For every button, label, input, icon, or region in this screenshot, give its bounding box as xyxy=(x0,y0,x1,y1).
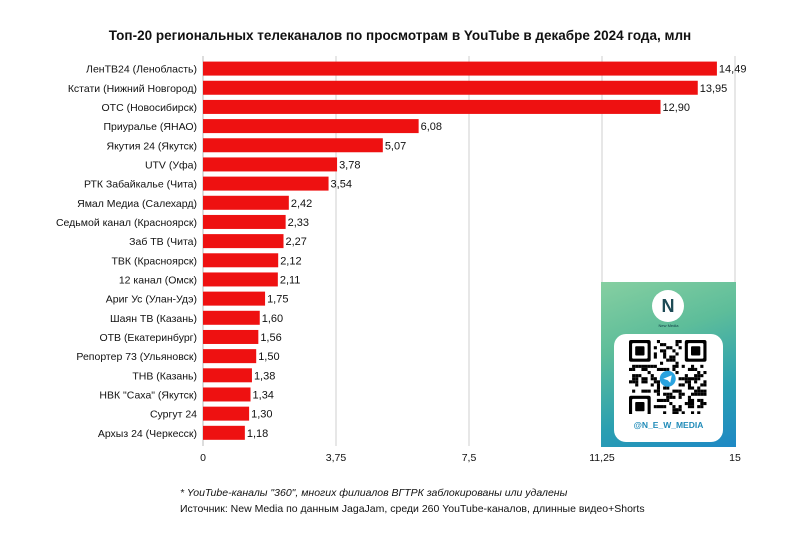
value-label: 1,60 xyxy=(262,313,283,325)
bar xyxy=(203,406,250,421)
x-tick-label: 7,5 xyxy=(462,452,477,464)
bar xyxy=(203,368,252,383)
category-label: ТНВ (Казань) xyxy=(132,370,197,382)
logo-caption: New Media xyxy=(658,323,679,328)
bar xyxy=(203,61,717,76)
value-label: 1,30 xyxy=(251,409,272,421)
x-tick-label: 3,75 xyxy=(326,452,347,464)
category-label: ТВК (Красноярск) xyxy=(112,255,198,267)
x-tick-label: 11,25 xyxy=(589,452,615,464)
bar xyxy=(203,119,419,134)
value-label: 1,75 xyxy=(267,294,288,306)
value-label: 5,07 xyxy=(385,140,406,152)
category-label: Приуралье (ЯНАО) xyxy=(103,121,197,133)
source-note: Источник: New Media по данным JagaJam, с… xyxy=(180,503,645,515)
x-tick-label: 15 xyxy=(729,452,741,464)
value-label: 2,33 xyxy=(288,217,309,229)
bar xyxy=(203,425,245,440)
category-label: Ямал Медиа (Салехард) xyxy=(77,198,197,210)
category-label: Седьмой канал (Красноярск) xyxy=(56,217,197,229)
value-label: 2,27 xyxy=(286,236,307,248)
value-label: 3,54 xyxy=(331,179,352,191)
value-label: 2,42 xyxy=(291,198,312,210)
category-label: UTV (Уфа) xyxy=(145,159,197,171)
qr-code-panel[interactable]: @N_E_W_MEDIA xyxy=(614,334,723,442)
new-media-logo-icon: N xyxy=(652,290,684,322)
value-label: 12,90 xyxy=(663,102,691,114)
x-tick-label: 0 xyxy=(200,452,206,464)
value-label: 6,08 xyxy=(421,121,442,133)
bar xyxy=(203,310,260,325)
qr-promo-card[interactable]: N New Media @N_E_W_MEDIA xyxy=(601,282,736,447)
value-label: 1,34 xyxy=(253,389,274,401)
value-label: 1,38 xyxy=(254,370,275,382)
value-label: 1,56 xyxy=(260,332,281,344)
qr-code-icon xyxy=(629,340,707,418)
category-label: Якутия 24 (Якутск) xyxy=(107,140,198,152)
value-label: 2,12 xyxy=(280,255,301,267)
bar xyxy=(203,329,259,344)
category-label: ЛенТВ24 (Ленобласть) xyxy=(86,64,197,76)
category-label: Шаян ТВ (Казань) xyxy=(110,313,197,325)
category-label: 12 канал (Омск) xyxy=(119,274,197,286)
bar xyxy=(203,195,289,210)
value-label: 1,50 xyxy=(258,351,279,363)
bar xyxy=(203,80,698,95)
category-label: Репортер 73 (Ульяновск) xyxy=(76,351,197,363)
bar xyxy=(203,387,251,402)
value-label: 14,49 xyxy=(719,64,747,76)
category-label: Кстати (Нижний Новгород) xyxy=(68,83,197,95)
category-label: ОТС (Новосибирск) xyxy=(102,102,197,114)
bar xyxy=(203,176,329,191)
category-label: Архыз 24 (Черкесск) xyxy=(98,428,197,440)
category-label: ОТВ (Екатеринбург) xyxy=(99,332,197,344)
bar xyxy=(203,349,257,364)
bar xyxy=(203,157,338,172)
value-label: 3,78 xyxy=(339,159,360,171)
value-label: 13,95 xyxy=(700,83,728,95)
bar xyxy=(203,291,266,306)
category-label: Заб ТВ (Чита) xyxy=(129,236,197,248)
bar xyxy=(203,253,279,268)
bar xyxy=(203,214,286,229)
bar xyxy=(203,234,284,249)
bar xyxy=(203,272,278,287)
chart-title: Топ-20 региональных телеканалов по просм… xyxy=(108,28,692,43)
category-label: НВК "Саха" (Якутск) xyxy=(99,389,197,401)
channel-handle[interactable]: @N_E_W_MEDIA xyxy=(633,420,704,430)
footnote: * YouTube-каналы "360", многих филиалов … xyxy=(180,487,568,499)
bar xyxy=(203,138,383,153)
category-label: Ариг Ус (Улан-Удэ) xyxy=(106,294,197,306)
category-label: Сургут 24 xyxy=(150,409,197,421)
value-label: 2,11 xyxy=(280,274,301,286)
bar xyxy=(203,99,661,114)
value-label: 1,18 xyxy=(247,428,268,440)
category-label: РТК Забайкалье (Чита) xyxy=(84,179,197,191)
